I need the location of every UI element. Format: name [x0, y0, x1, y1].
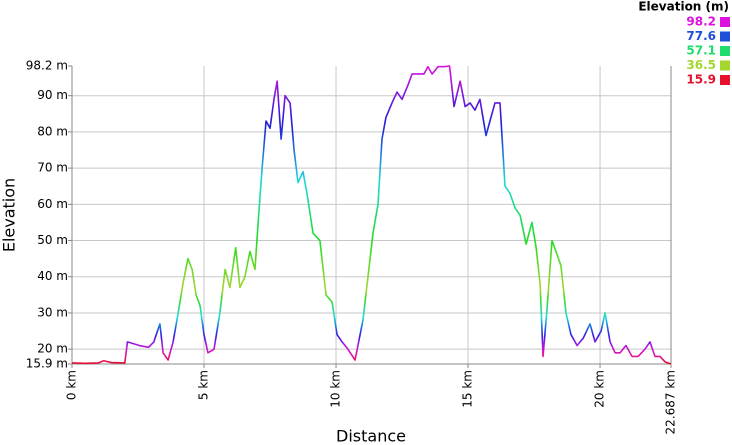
y-tick-label: 98.2 m — [26, 59, 68, 73]
y-tick-label: 20 m — [37, 342, 68, 356]
legend-value: 57.1 — [686, 44, 716, 58]
x-axis-title: Distance — [336, 427, 406, 445]
x-tick-label: 20 km — [593, 370, 607, 408]
y-tick-label: 60 m — [37, 197, 68, 211]
x-tick-label: 22.687 km — [664, 370, 678, 434]
legend-swatch — [720, 46, 730, 56]
y-tick-label: 40 m — [37, 269, 68, 283]
legend-swatch — [720, 31, 730, 42]
x-tick-label: 10 km — [329, 370, 343, 408]
legend-value: 36.5 — [686, 58, 716, 72]
y-tick-label: 50 m — [37, 233, 68, 247]
x-tick-label: 15 km — [461, 370, 475, 408]
elevation-line — [71, 65, 672, 365]
y-axis-title: Elevation — [0, 178, 19, 252]
y-tick-label: 15.9 m — [26, 357, 68, 371]
x-tick-label: 5 km — [197, 370, 211, 400]
legend-value: 15.9 — [686, 73, 716, 87]
legend-value: 98.2 — [686, 15, 716, 29]
y-tick-label: 80 m — [37, 124, 68, 138]
legend-swatch — [720, 17, 730, 27]
legend-swatch — [720, 60, 730, 71]
y-tick-label: 30 m — [37, 305, 68, 319]
legend-value: 77.6 — [686, 29, 716, 43]
y-tick-label: 90 m — [37, 88, 68, 102]
x-tick-label: 0 km — [65, 370, 79, 400]
y-tick-label: 70 m — [37, 161, 68, 175]
legend-swatch — [720, 75, 730, 85]
legend-title: Elevation (m) — [638, 0, 729, 14]
